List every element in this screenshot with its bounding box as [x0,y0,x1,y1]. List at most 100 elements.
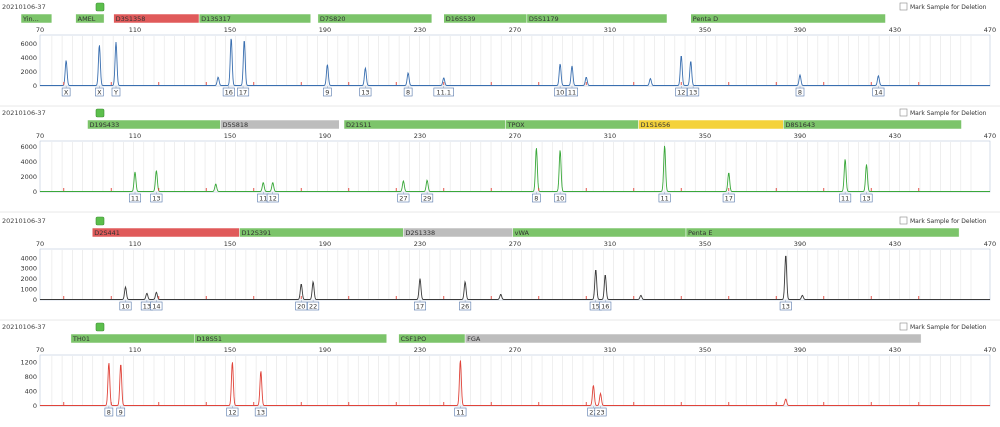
allele-box[interactable] [872,87,885,97]
allele-box[interactable] [104,407,114,417]
mark-deletion-checkbox[interactable] [899,216,908,225]
y-tick-label: 2000 [20,275,37,283]
allele-box[interactable] [594,407,607,417]
locus-bar[interactable] [464,333,922,344]
allele-box[interactable] [433,87,454,97]
allele-box[interactable] [687,87,700,97]
allele-box[interactable] [554,87,567,97]
mark-deletion-checkbox[interactable] [899,322,908,331]
locus-bar[interactable] [526,13,668,24]
locus-bar[interactable] [220,119,340,130]
locus-bar[interactable] [505,119,639,130]
allele-box[interactable] [226,407,239,417]
allele-box[interactable] [129,193,142,203]
x-tick-label: 70 [36,26,44,34]
allele-box[interactable] [413,301,426,311]
y-tick-label: 4000 [20,54,37,62]
allele-box[interactable] [839,193,852,203]
allele-box[interactable] [222,87,235,97]
allele-box[interactable] [61,87,71,97]
allele-label: 13 [782,303,790,311]
allele-box[interactable] [454,407,467,417]
locus-bar[interactable] [194,333,387,344]
allele-box[interactable] [532,193,541,203]
allele-label: 13 [689,89,697,97]
trace-line [40,145,990,192]
allele-label: 11 [660,195,668,203]
allele-box[interactable] [111,87,121,97]
x-tick-label: 190 [319,346,331,354]
x-tick-label: 70 [36,132,44,140]
allele-box[interactable] [119,301,132,311]
allele-box[interactable] [795,87,805,97]
locus-label: AMEL [78,15,96,23]
locus-bar[interactable] [690,13,886,24]
allele-box[interactable] [95,87,104,97]
allele-box[interactable] [116,407,126,417]
x-tick-label: 150 [224,346,236,354]
allele-box[interactable] [237,87,250,97]
plot-area [39,248,991,301]
allele-label: 16 [225,89,233,97]
mark-deletion-checkbox[interactable] [899,2,908,11]
allele-label: 13 [361,89,369,97]
sample-id: 20210106-37 [2,217,46,225]
locus-bar[interactable] [685,227,960,238]
allele-label: 9 [325,89,329,97]
locus-bar[interactable] [783,119,962,130]
panel-toggle-button[interactable] [95,2,105,12]
allele-box[interactable] [266,193,279,203]
allele-box[interactable] [403,87,413,97]
mark-deletion-checkbox[interactable] [899,108,908,117]
allele-label: 23 [596,409,604,417]
panel-toggle-button[interactable] [95,108,105,118]
allele-box[interactable] [599,301,612,311]
allele-label: 8 [534,195,538,203]
allele-label: 27 [399,195,407,203]
x-tick-label: 470 [984,240,996,248]
allele-box[interactable] [658,193,671,203]
panel-toggle-button[interactable] [95,322,105,332]
locus-bar[interactable] [317,13,433,24]
locus-label: D1S1656 [641,121,671,129]
allele-label: 17 [725,195,733,203]
allele-box[interactable] [421,193,434,203]
allele-label: 12 [228,409,236,417]
x-tick-label: 110 [129,132,141,140]
allele-box[interactable] [675,87,688,97]
allele-box[interactable] [254,407,267,417]
allele-box[interactable] [307,301,320,311]
y-tick-label: 4000 [20,158,37,166]
panel-toggle-button[interactable] [95,216,105,226]
allele-label: 17 [239,89,247,97]
allele-label: 22 [309,303,317,311]
x-tick-label: 110 [129,240,141,248]
x-tick-label: 70 [36,346,44,354]
allele-box[interactable] [150,193,163,203]
allele-box[interactable] [359,87,372,97]
y-tick-label: 1000 [20,286,37,294]
allele-box[interactable] [565,87,578,97]
locus-bar[interactable] [512,227,687,238]
locus-label: CSF1PO [401,335,427,343]
allele-box[interactable] [860,193,873,203]
locus-label: D19S433 [90,121,120,129]
allele-box[interactable] [397,193,410,203]
x-tick-label: 230 [414,240,426,248]
allele-label: 10 [556,195,564,203]
locus-bar[interactable] [198,13,311,24]
locus-bar[interactable] [75,13,105,24]
allele-box[interactable] [150,301,163,311]
allele-box[interactable] [722,193,735,203]
allele-label: 11 [259,195,267,203]
allele-box[interactable] [459,301,472,311]
y-tick-label: 6000 [20,143,37,151]
allele-box[interactable] [554,193,567,203]
allele-box[interactable] [323,87,332,97]
allele-box[interactable] [779,301,792,311]
allele-box[interactable] [295,301,308,311]
allele-label: 11 [456,409,464,417]
locus-bar[interactable] [20,13,53,24]
locus-label: vWA [515,229,530,237]
